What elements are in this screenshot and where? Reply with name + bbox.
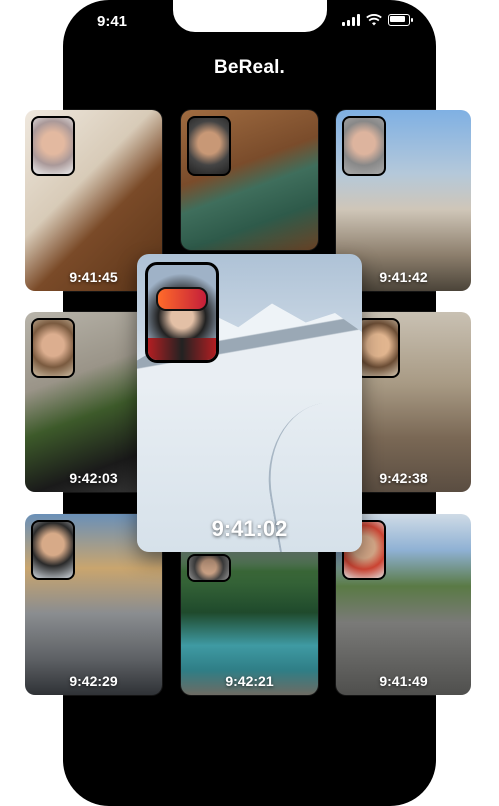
post-card[interactable]	[181, 110, 318, 250]
post-time: 9:42:03	[69, 470, 118, 486]
front-camera-inset[interactable]	[31, 116, 75, 176]
post-time: 9:41:49	[379, 673, 428, 689]
status-icons	[342, 14, 413, 26]
status-time: 9:41	[97, 13, 128, 30]
featured-post-card[interactable]: 9:41:02	[137, 254, 362, 552]
goggles	[156, 287, 208, 311]
front-camera-inset[interactable]	[187, 554, 231, 582]
featured-post-time: 9:41:02	[211, 516, 288, 541]
front-camera-inset[interactable]	[31, 318, 75, 378]
front-camera-inset[interactable]	[356, 318, 400, 378]
wifi-icon	[366, 14, 382, 26]
post-card[interactable]: 9:42:21	[181, 530, 318, 695]
post-time: 9:42:29	[69, 673, 118, 689]
front-camera-inset[interactable]	[187, 116, 231, 176]
post-card[interactable]: 9:41:45	[25, 110, 162, 291]
front-camera-inset[interactable]	[31, 520, 75, 580]
notch	[173, 0, 327, 32]
battery-icon	[388, 14, 413, 26]
front-camera-inset[interactable]	[342, 116, 386, 176]
app-logo: BeReal.	[213, 57, 286, 78]
jacket	[148, 338, 216, 360]
post-time: 9:41:45	[69, 269, 118, 285]
post-time: 9:42:21	[225, 673, 274, 689]
post-card[interactable]: 9:41:42	[336, 110, 471, 291]
signal-icon	[342, 14, 360, 26]
post-time: 9:41:42	[379, 269, 428, 285]
post-time: 9:42:38	[379, 470, 428, 486]
front-camera-inset[interactable]	[145, 262, 219, 363]
